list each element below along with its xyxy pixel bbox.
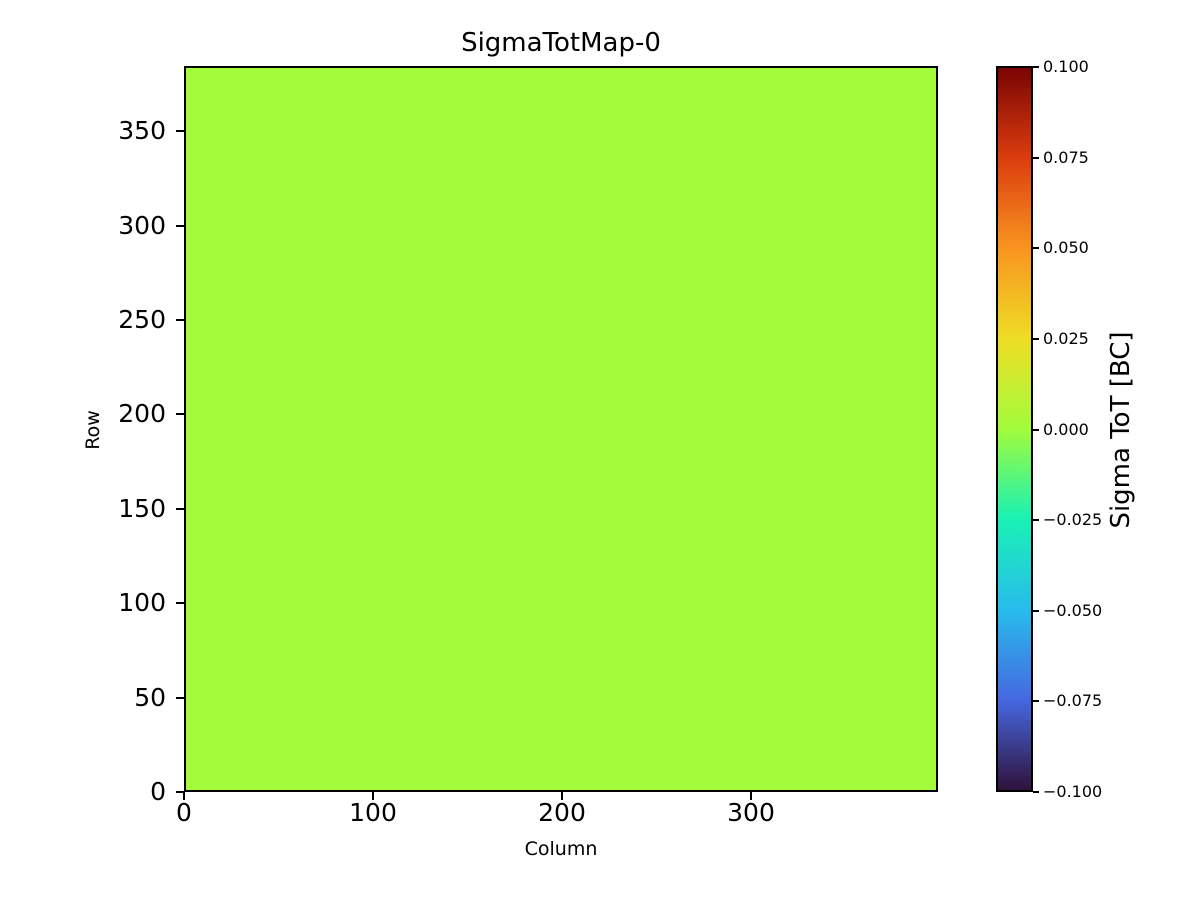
colorbar-tick-mark	[1033, 610, 1039, 612]
colorbar-tick-label: −0.025	[1043, 510, 1103, 529]
x-tick-mark	[750, 792, 752, 800]
colorbar-tick-mark	[1033, 519, 1039, 521]
colorbar-tick-label: 0.000	[1043, 420, 1089, 439]
colorbar-tick-label: 0.025	[1043, 329, 1089, 348]
x-tick-label: 100	[349, 798, 397, 827]
x-tick-label: 200	[538, 798, 586, 827]
y-axis-label: Row	[82, 410, 104, 450]
y-tick-mark	[176, 697, 184, 699]
colorbar-tick-label: −0.050	[1043, 601, 1103, 620]
y-tick-label: 0	[150, 777, 166, 806]
x-tick-mark	[372, 792, 374, 800]
colorbar-tick-label: −0.100	[1043, 782, 1103, 801]
x-tick-label: 0	[176, 798, 192, 827]
colorbar-tick-mark	[1033, 157, 1039, 159]
y-tick-label: 350	[118, 116, 166, 145]
colorbar-tick-mark	[1033, 247, 1039, 249]
y-tick-label: 250	[118, 305, 166, 334]
heatmap-plot-area	[184, 66, 938, 792]
colorbar-tick-mark	[1033, 700, 1039, 702]
colorbar-tick-mark	[1033, 791, 1039, 793]
colorbar-tick-mark	[1033, 338, 1039, 340]
y-tick-mark	[176, 130, 184, 132]
colorbar-tick-mark	[1033, 429, 1039, 431]
x-tick-mark	[183, 792, 185, 800]
colorbar-tick-label: 0.100	[1043, 57, 1089, 76]
x-tick-mark	[561, 792, 563, 800]
y-tick-label: 50	[134, 683, 166, 712]
y-tick-label: 150	[118, 494, 166, 523]
colorbar-axis-label: Sigma ToT [BC]	[1106, 331, 1136, 529]
colorbar-tick-label: −0.075	[1043, 691, 1103, 710]
y-tick-mark	[176, 225, 184, 227]
y-tick-mark	[176, 319, 184, 321]
colorbar-gradient	[996, 66, 1033, 792]
y-tick-mark	[176, 791, 184, 793]
y-tick-label: 300	[118, 211, 166, 240]
chart-title: SigmaTotMap-0	[461, 28, 661, 58]
colorbar-tick-mark	[1033, 66, 1039, 68]
y-tick-mark	[176, 413, 184, 415]
x-axis-label: Column	[524, 838, 598, 860]
y-tick-mark	[176, 602, 184, 604]
y-tick-label: 200	[118, 399, 166, 428]
y-tick-mark	[176, 508, 184, 510]
x-tick-label: 300	[727, 798, 775, 827]
colorbar-tick-label: 0.075	[1043, 148, 1089, 167]
y-tick-label: 100	[118, 588, 166, 617]
colorbar-tick-label: 0.050	[1043, 238, 1089, 257]
